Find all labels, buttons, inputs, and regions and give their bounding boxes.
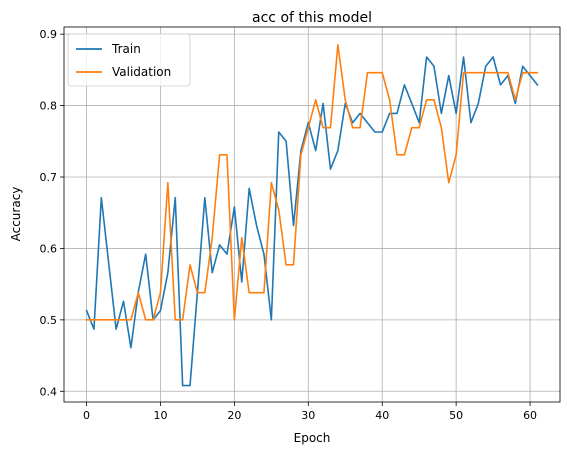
x-axis-label: Epoch [294, 431, 331, 445]
x-tick-label: 10 [153, 409, 167, 422]
x-tick-label: 0 [83, 409, 90, 422]
y-tick-label: 0.6 [40, 242, 58, 255]
y-tick-label: 0.5 [40, 314, 58, 327]
x-tick-label: 50 [449, 409, 463, 422]
x-tick-label: 60 [523, 409, 537, 422]
x-tick-label: 30 [301, 409, 315, 422]
legend-label-train: Train [111, 42, 141, 56]
plot-frame [63, 26, 561, 403]
legend-box [67, 33, 191, 87]
x-tick-label: 20 [227, 409, 241, 422]
x-tick-label: 40 [375, 409, 389, 422]
grid-lines [64, 27, 560, 402]
legend-label-validation: Validation [112, 65, 171, 79]
series-lines [85, 44, 539, 387]
legend: Train Validation [67, 33, 191, 87]
axis-ticks: 0 10 20 30 40 50 60 0.4 0.5 0.6 0.7 0.8 0.9 [40, 28, 538, 422]
y-axis-label: Accuracy [9, 187, 23, 242]
y-tick-label: 0.4 [40, 385, 58, 398]
chart-title: acc of this model [252, 10, 372, 26]
series-line-train [85, 56, 539, 387]
y-tick-label: 0.8 [40, 100, 58, 113]
series-line-validation [85, 44, 539, 321]
y-tick-label: 0.9 [40, 28, 58, 41]
y-tick-label: 0.7 [40, 171, 58, 184]
